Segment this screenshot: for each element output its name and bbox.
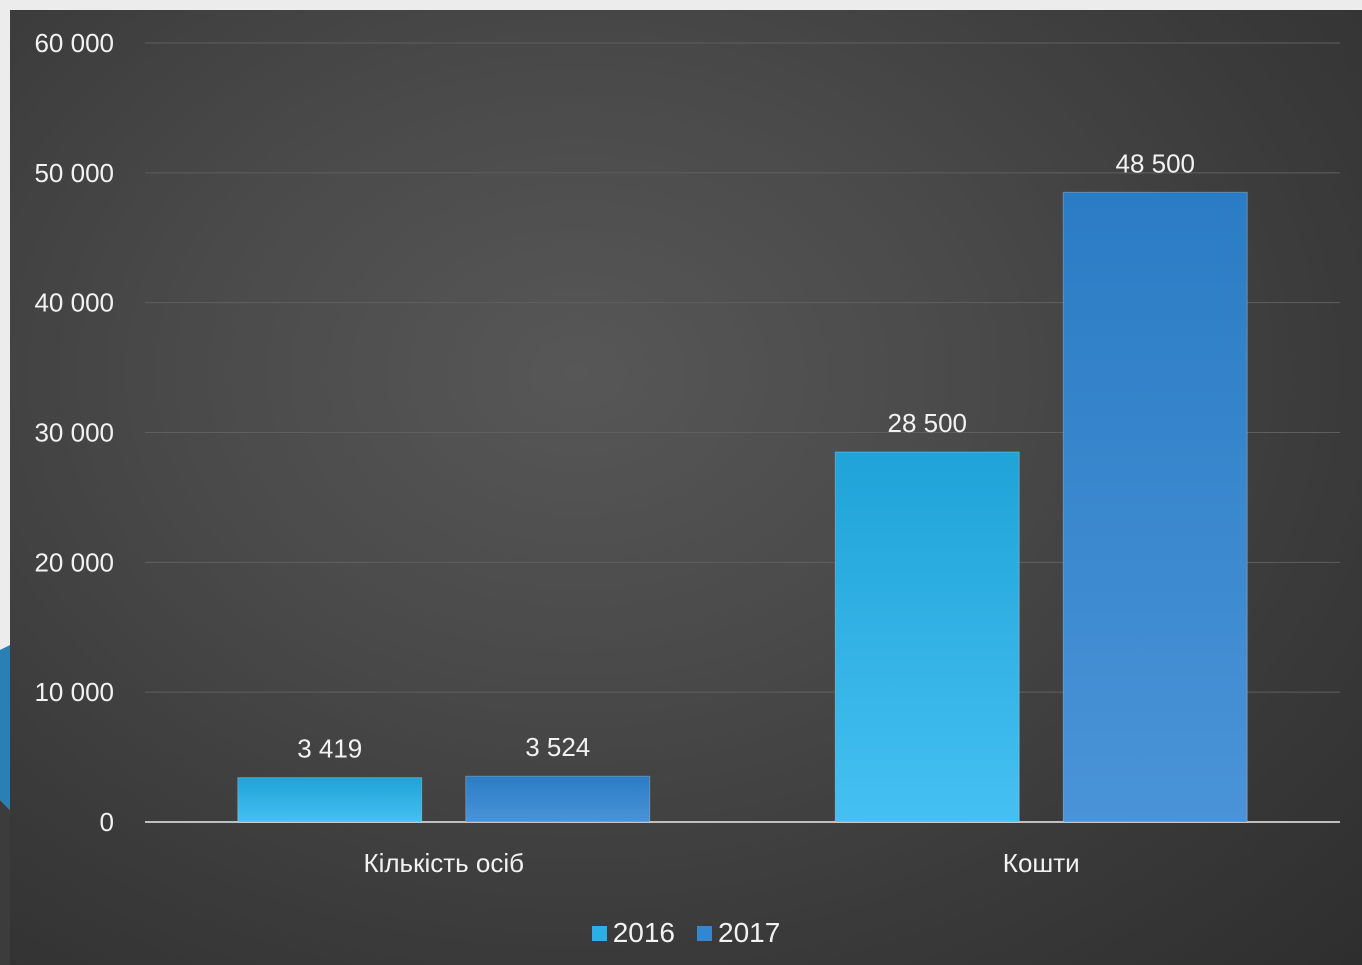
x-category-label: Кількість осіб — [363, 848, 524, 878]
bars — [237, 191, 1248, 823]
legend-swatch-2016 — [591, 925, 607, 941]
bar-2016-2 — [834, 451, 1020, 823]
legend-item-2016: 2016 — [591, 917, 675, 949]
data-label-2017-1: 3 524 — [525, 732, 590, 762]
bar-2017-2 — [1062, 191, 1248, 823]
y-tick-label: 50 000 — [34, 158, 114, 188]
legend-swatch-2017 — [697, 925, 712, 941]
data-label-2017-2: 48 500 — [1115, 148, 1195, 178]
data-label-2016-2: 28 500 — [887, 408, 967, 438]
y-tick-label: 0 — [100, 807, 114, 837]
legend-label-2017: 2017 — [718, 917, 781, 948]
y-tick-label: 40 000 — [34, 288, 114, 318]
chart-panel: 0 10 000 20 000 30 000 40 000 50 000 60 000 3 … — [10, 10, 1362, 965]
y-tick-label: 20 000 — [34, 547, 114, 577]
data-label-2016-1: 3 419 — [297, 734, 362, 764]
bar-2016-1 — [237, 777, 423, 823]
bar-chart: 0 10 000 20 000 30 000 40 000 50 000 60 000 3 … — [34, 28, 1340, 878]
legend-label-2016: 2016 — [612, 917, 675, 948]
x-axis-category-labels: Кількість осіб Кошти — [363, 848, 1079, 878]
bar-2017-1 — [465, 775, 651, 823]
y-axis-tick-labels: 0 10 000 20 000 30 000 40 000 50 000 60 000 — [34, 28, 114, 837]
chart-legend: 2016 2017 — [10, 917, 1362, 949]
x-category-label: Кошти — [1003, 848, 1080, 878]
y-tick-label: 60 000 — [34, 28, 114, 58]
data-labels: 3 419 3 524 28 500 48 500 — [297, 148, 1195, 763]
legend-item-2017: 2017 — [697, 917, 780, 949]
y-tick-label: 10 000 — [34, 677, 114, 707]
y-tick-label: 30 000 — [34, 418, 114, 448]
